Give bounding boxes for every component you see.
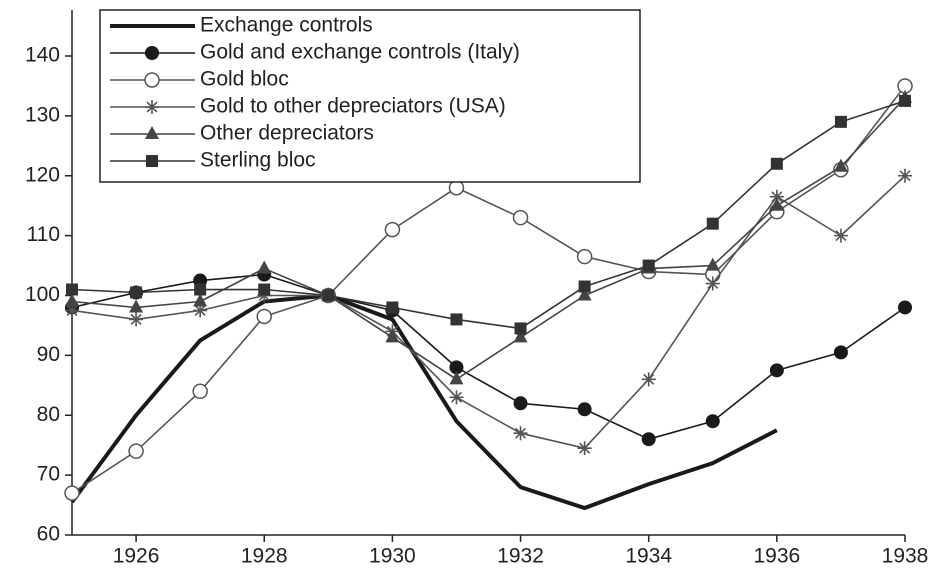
marker [193, 293, 208, 307]
marker [257, 260, 272, 274]
y-tick-label: 130 [25, 103, 60, 126]
marker [386, 301, 399, 314]
series-line [71, 97, 906, 381]
legend-label: Gold and exchange controls (Italy) [200, 41, 520, 64]
series [65, 267, 912, 447]
marker [513, 426, 528, 441]
marker [65, 303, 79, 318]
marker [833, 158, 848, 172]
marker [384, 221, 401, 238]
marker [578, 280, 591, 293]
x-tick-label: 1926 [113, 545, 160, 568]
marker [193, 303, 208, 318]
marker [146, 155, 158, 167]
marker [129, 299, 144, 313]
marker [192, 383, 208, 400]
marker [128, 443, 144, 459]
marker [144, 72, 160, 88]
marker [577, 287, 592, 301]
marker [130, 286, 143, 299]
marker [385, 329, 400, 343]
series-line [71, 85, 906, 494]
marker [899, 94, 911, 107]
y-tick-label: 70 [37, 463, 60, 486]
legend-label: Gold bloc [200, 68, 289, 91]
marker [513, 396, 528, 411]
series [66, 94, 911, 335]
x-tick-label: 1934 [625, 545, 672, 568]
marker [514, 322, 527, 335]
marker [769, 197, 784, 211]
marker [705, 414, 720, 429]
marker [834, 115, 847, 128]
y-tick-label: 80 [37, 403, 60, 426]
y-tick-label: 140 [25, 44, 60, 67]
legend-label: Exchange controls [200, 14, 373, 37]
marker [448, 179, 465, 196]
legend-label: Other depreciators [200, 122, 374, 145]
y-tick-label: 100 [25, 283, 60, 306]
marker [577, 402, 592, 417]
x-tick-label: 1936 [753, 545, 800, 568]
marker [769, 189, 784, 204]
marker [64, 485, 80, 501]
marker [194, 283, 207, 296]
marker [145, 46, 159, 60]
marker [898, 300, 912, 315]
x-tick-label: 1930 [369, 545, 416, 568]
series-line [71, 100, 906, 330]
marker [449, 360, 464, 375]
marker [641, 372, 656, 387]
x-tick-label: 1928 [241, 545, 288, 568]
legend-label: Gold to other depreciators (USA) [200, 95, 506, 118]
marker [833, 345, 848, 360]
marker [705, 257, 720, 271]
series-line [70, 293, 778, 511]
marker [129, 312, 144, 327]
marker [576, 248, 593, 265]
marker [145, 100, 159, 114]
marker [145, 126, 159, 139]
x-tick-label: 1938 [882, 545, 929, 568]
marker [577, 441, 592, 456]
y-tick-label: 110 [27, 223, 60, 246]
y-tick-label: 90 [37, 343, 60, 366]
marker [450, 313, 463, 326]
marker [641, 432, 656, 447]
legend-label: Sterling bloc [200, 149, 316, 172]
y-tick-label: 60 [37, 523, 60, 546]
marker [322, 289, 335, 302]
marker [770, 157, 783, 170]
marker [513, 329, 528, 343]
series-line [71, 175, 906, 449]
legend: Exchange controls Gold and exchange contr… [99, 9, 641, 183]
marker [65, 293, 79, 307]
series [65, 168, 912, 456]
marker [898, 168, 912, 183]
marker [833, 228, 848, 243]
marker [705, 276, 720, 291]
marker [769, 363, 784, 378]
x-tick-label: 1932 [497, 545, 544, 568]
marker [706, 217, 719, 230]
marker [512, 209, 529, 226]
marker [642, 259, 655, 272]
marker [449, 371, 464, 385]
legend-box [99, 9, 641, 183]
series-line [71, 273, 906, 440]
marker [66, 283, 78, 296]
series [70, 293, 778, 511]
marker [256, 308, 272, 325]
y-tick-label: 120 [25, 163, 60, 186]
marker [449, 390, 464, 405]
marker [258, 283, 271, 296]
